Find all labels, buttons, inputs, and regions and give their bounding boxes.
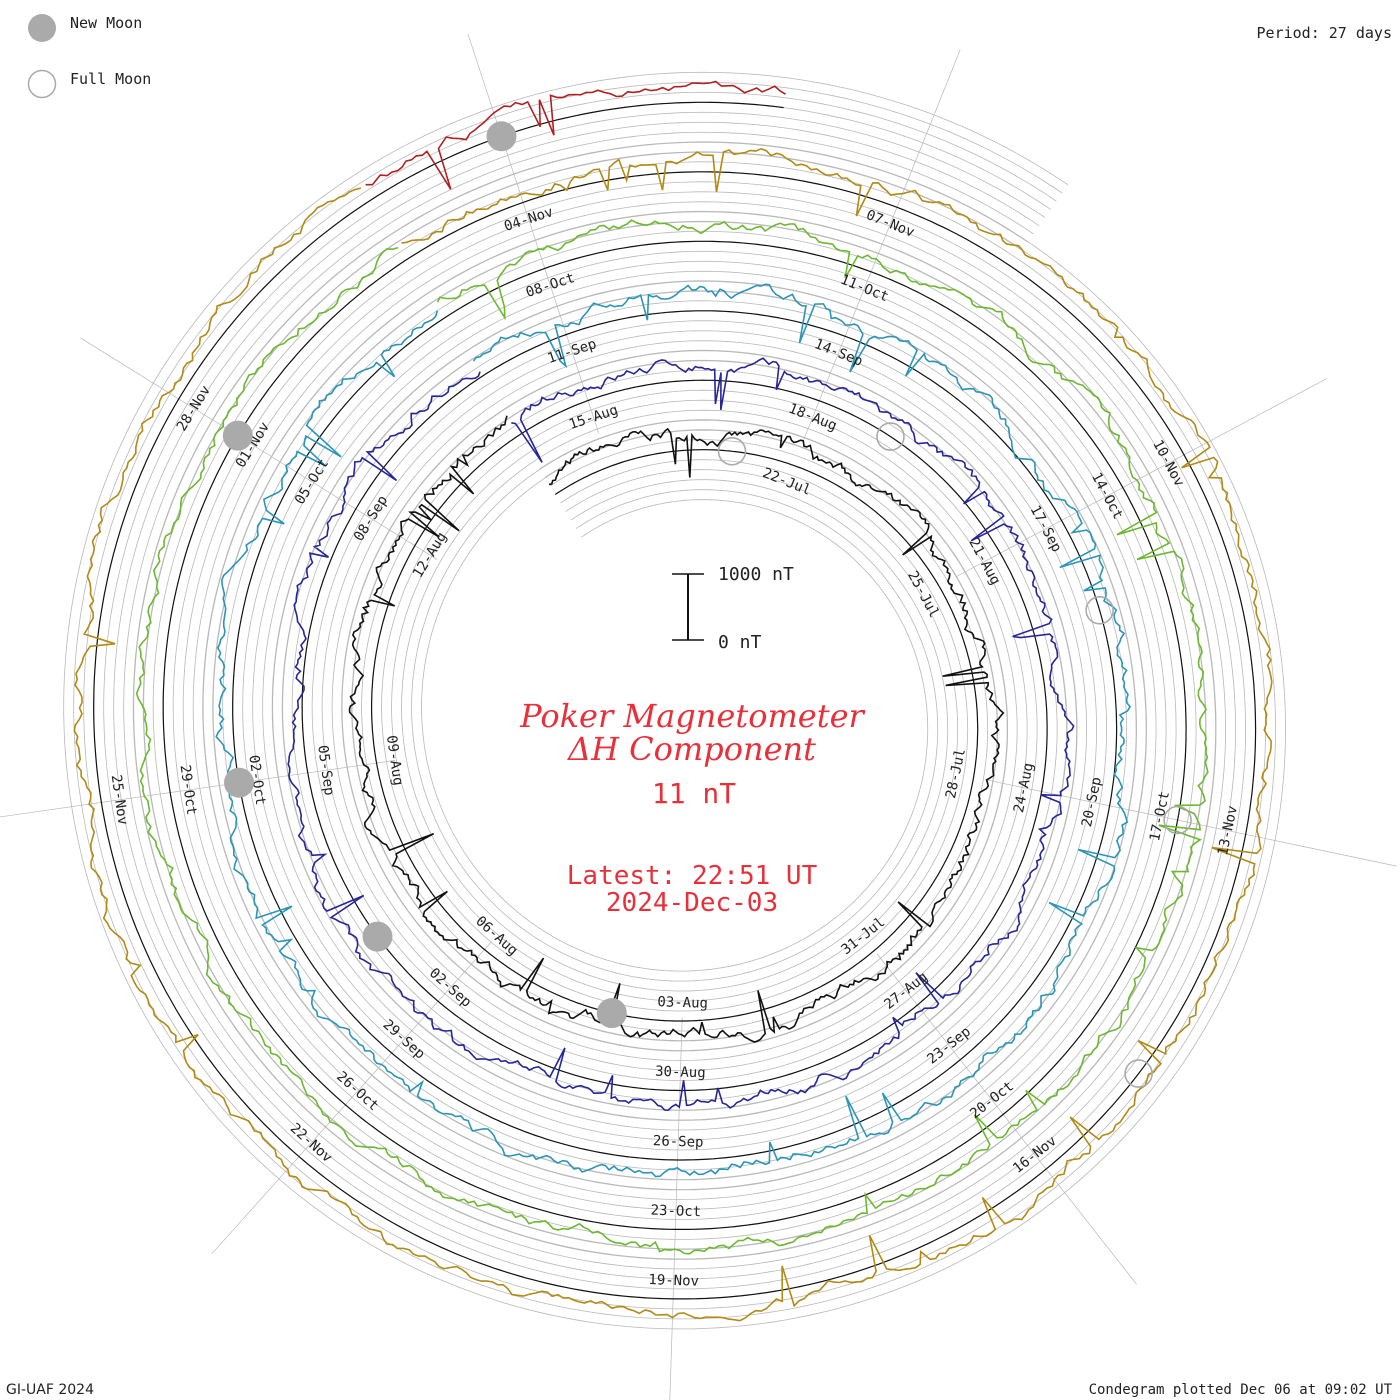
date-tick-label: 25-Nov (108, 774, 131, 826)
grid-spoke (803, 49, 961, 440)
new-moon-marker (224, 767, 254, 798)
full-moon-marker (1124, 1059, 1153, 1088)
date-tick-label: 14-Oct (1088, 470, 1126, 522)
grid-spoke (80, 337, 438, 560)
full-moon-marker (717, 436, 747, 466)
new-moon-legend-label: New Moon (70, 14, 142, 32)
series-line-2 (287, 357, 1075, 1112)
new-moon-marker (362, 921, 393, 952)
series-line-4 (135, 219, 1209, 1255)
date-tick-label: 17-Sep (1027, 503, 1065, 555)
new-moon-legend-icon (28, 14, 56, 42)
date-tick-label: 29-Oct (177, 764, 200, 816)
full-moon-legend-icon (27, 69, 57, 99)
current-value: 11 nT (652, 777, 736, 810)
date-tick-label: 03-Aug (657, 994, 708, 1012)
date-tick-label: 02-Oct (245, 754, 268, 806)
full-moon-marker (1085, 595, 1114, 625)
date-tick-label: 11-Sep (545, 336, 598, 367)
date-tick-label: 28-Jul (943, 747, 969, 800)
scale-bar-bottom-label: 0 nT (718, 632, 762, 653)
series-line-1 (348, 415, 1005, 1043)
latest-time: Latest: 22:51 UT (567, 861, 818, 891)
scale-bar: 1000 nT 0 nT (672, 564, 794, 653)
period-label: Period: 27 days (1257, 24, 1392, 42)
latest-date: 2024-Dec-03 (606, 888, 778, 918)
date-tick-label: 15-Aug (567, 402, 620, 433)
date-tick-label: 23-Oct (650, 1203, 701, 1221)
date-tick-label: 21-Aug (965, 536, 1003, 588)
baseline-spiral (93, 101, 1257, 1300)
footer-plot-time: Condegram plotted Dec 06 at 09:02 UT (1089, 1382, 1393, 1398)
full-moon-legend-label: Full Moon (70, 70, 151, 88)
chart-title-line2: ΔH Component (566, 730, 816, 768)
series-traces (73, 80, 1273, 1322)
date-tick-label: 08-Oct (524, 270, 577, 301)
grid-spoke (0, 760, 396, 818)
series-line-5 (73, 147, 1273, 1322)
date-tick-label: 26-Sep (653, 1133, 704, 1151)
date-tick-label: 05-Sep (314, 744, 337, 796)
new-moon-marker (222, 420, 253, 451)
date-tick-label: 10-Nov (1149, 437, 1187, 489)
new-moon-marker (486, 121, 517, 152)
series-line-3 (215, 283, 1131, 1178)
legend: New Moon Full Moon (27, 14, 151, 99)
new-moon-marker (596, 998, 627, 1029)
date-tick-label: 19-Nov (648, 1272, 699, 1290)
date-tick-label: 09-Aug (383, 734, 406, 786)
baseline-spiral-path (93, 101, 1257, 1300)
date-tick-label: 25-Jul (904, 568, 942, 620)
full-moon-marker (1163, 805, 1192, 835)
moon-markers (222, 121, 1192, 1088)
date-tick-label: 31-Jul (838, 914, 888, 958)
grid-spoke (876, 953, 1137, 1285)
series-line-6 (365, 80, 787, 190)
scale-bar-top-label: 1000 nT (718, 564, 794, 585)
full-moon-marker (876, 422, 905, 451)
chart-title-line1: Poker Magnetometer (519, 697, 865, 735)
grid-spoke (467, 33, 599, 434)
grid-spoke (669, 1017, 683, 1400)
date-tick-label: 30-Aug (655, 1064, 706, 1082)
footer-credit: GI-UAF 2024 (6, 1382, 94, 1398)
grid-spoke (211, 941, 493, 1255)
date-tick-label: 04-Nov (502, 204, 555, 235)
